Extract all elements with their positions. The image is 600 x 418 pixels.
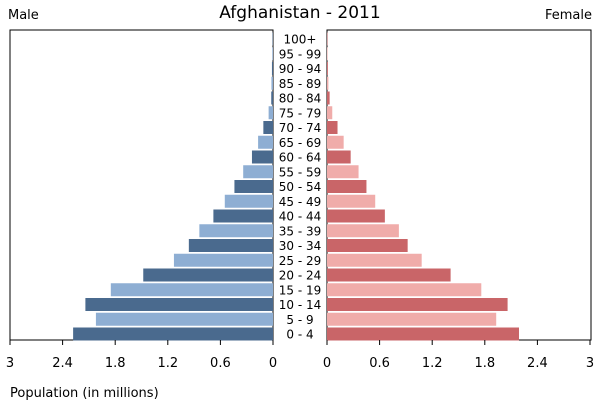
female-bar-60-64 xyxy=(327,150,351,164)
female-bar-0-4 xyxy=(327,327,519,341)
age-group-label: 80 - 84 xyxy=(279,92,322,106)
age-group-label: 40 - 44 xyxy=(279,210,322,224)
age-group-label: 95 - 99 xyxy=(279,47,322,61)
female-bar-55-59 xyxy=(327,165,359,179)
female-bar-25-29 xyxy=(327,253,422,267)
male-bar-20-24 xyxy=(143,268,273,282)
male-bar-80-84 xyxy=(271,91,273,105)
female-bar-35-39 xyxy=(327,224,399,238)
age-group-label: 55 - 59 xyxy=(279,165,322,179)
x-tick-label: 3 xyxy=(586,356,594,371)
female-bar-65-69 xyxy=(327,135,344,149)
male-bar-25-29 xyxy=(173,253,273,267)
age-group-label: 20 - 24 xyxy=(279,269,322,283)
male-bar-35-39 xyxy=(199,224,273,238)
age-group-label: 35 - 39 xyxy=(279,224,322,238)
female-bar-50-54 xyxy=(327,180,367,193)
x-tick-label: 0.6 xyxy=(369,356,390,371)
age-group-label: 50 - 54 xyxy=(279,180,322,194)
x-axis-label: Population (in millions) xyxy=(10,386,159,401)
male-bar-40-44 xyxy=(213,209,273,223)
male-bar-55-59 xyxy=(243,165,273,179)
female-bar-5-9 xyxy=(327,312,497,326)
x-tick-label: 3 xyxy=(6,356,14,371)
x-tick-label: 0 xyxy=(323,356,331,371)
female-bar-45-49 xyxy=(327,194,376,208)
female-bar-15-19 xyxy=(327,283,482,297)
male-bar-10-14 xyxy=(85,298,273,311)
male-bar-45-49 xyxy=(224,194,273,208)
x-tick-label: 2.4 xyxy=(52,356,73,371)
age-group-label: 5 - 9 xyxy=(286,313,313,327)
male-bar-30-34 xyxy=(188,239,273,252)
female-bar-70-74 xyxy=(327,121,338,134)
x-tick-label: 0 xyxy=(269,356,277,371)
age-group-label: 65 - 69 xyxy=(279,136,322,150)
female-bar-40-44 xyxy=(327,209,385,223)
x-tick-label: 0.6 xyxy=(210,356,231,371)
female-bar-30-34 xyxy=(327,239,408,252)
male-bar-65-69 xyxy=(258,135,273,149)
x-tick-label: 1.2 xyxy=(157,356,178,371)
age-group-label: 25 - 29 xyxy=(279,254,322,268)
male-bar-60-64 xyxy=(251,150,273,164)
age-group-label: 70 - 74 xyxy=(279,121,322,135)
chart-title: Afghanistan - 2011 xyxy=(219,3,381,23)
age-group-label: 90 - 94 xyxy=(279,62,322,76)
age-group-label: 15 - 19 xyxy=(279,283,322,297)
x-tick-label: 2.4 xyxy=(527,356,548,371)
x-tick-label: 1.2 xyxy=(422,356,443,371)
age-group-label: 0 - 4 xyxy=(286,328,313,342)
female-bar-75-79 xyxy=(327,106,333,120)
male-bar-15-19 xyxy=(110,283,273,297)
male-bar-0-4 xyxy=(73,327,274,341)
female-bar-80-84 xyxy=(327,91,330,105)
age-group-label: 10 - 14 xyxy=(279,298,322,312)
male-label: Male xyxy=(8,8,39,23)
male-bar-95-99 xyxy=(272,47,273,61)
age-group-label: 30 - 34 xyxy=(279,239,322,253)
male-bar-85-89 xyxy=(271,76,273,90)
female-bar-85-89 xyxy=(327,76,329,90)
male-bar-90-94 xyxy=(271,62,273,75)
male-bar-75-79 xyxy=(268,106,273,120)
age-group-label: 60 - 64 xyxy=(279,151,322,165)
age-group-label: 100+ xyxy=(284,33,317,47)
x-tick-label: 1.8 xyxy=(474,356,495,371)
age-group-label: 75 - 79 xyxy=(279,106,322,120)
female-bar-90-94 xyxy=(327,62,328,75)
age-group-label: 45 - 49 xyxy=(279,195,322,209)
female-label: Female xyxy=(544,8,592,23)
male-bar-5-9 xyxy=(95,312,273,326)
age-group-label: 85 - 89 xyxy=(279,77,322,91)
female-bar-95-99 xyxy=(327,47,328,61)
male-bar-70-74 xyxy=(263,121,273,134)
female-bar-10-14 xyxy=(327,298,508,311)
female-bar-20-24 xyxy=(327,268,451,282)
male-bar-50-54 xyxy=(234,180,273,193)
x-tick-label: 1.8 xyxy=(105,356,126,371)
